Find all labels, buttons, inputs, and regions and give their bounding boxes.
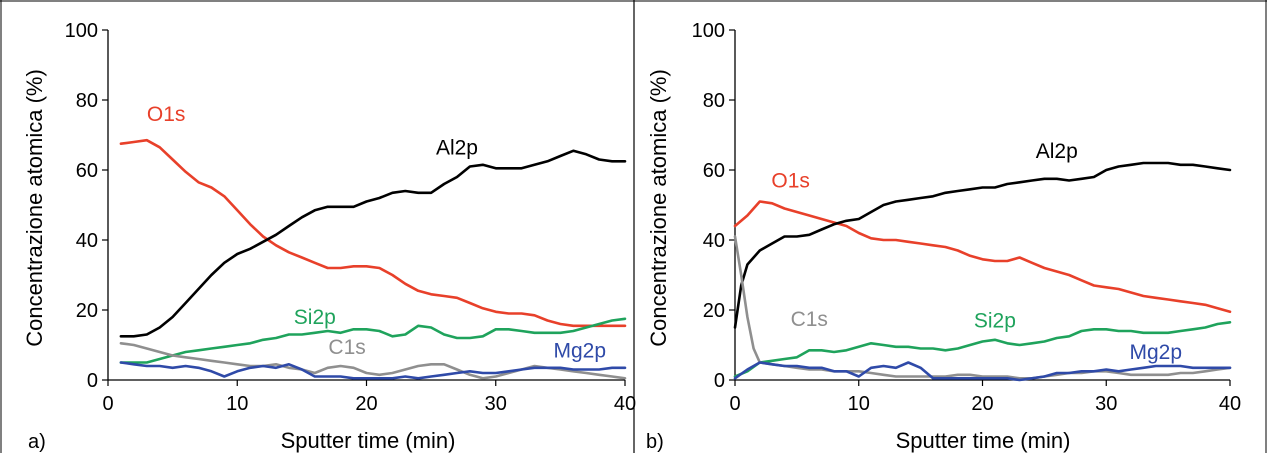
panel-b-xtick-label: 40 <box>1219 393 1241 415</box>
panel-b-label-al2p: Al2p <box>1036 140 1078 163</box>
panel-b-label-c1s: C1s <box>791 308 828 331</box>
panel-a-xtick-label: 10 <box>226 393 248 415</box>
panel-b-series-al2p <box>733 161 1232 329</box>
panel-b-ytick-label: 80 <box>703 90 725 112</box>
panel-b-label-o1s: O1s <box>771 170 810 193</box>
panel-a-label-al2p: Al2p <box>436 136 478 159</box>
panel-b-series-si2p <box>733 320 1232 378</box>
panel-b-series-mg2p <box>733 361 1232 382</box>
panel-b-ytick-label: 0 <box>714 370 725 392</box>
chart-panel-b: Concentrazione atomica (%) Sputter time … <box>646 20 1241 453</box>
panel-a-ylabel: Concentrazione atomica (%) <box>22 69 47 347</box>
panel-a-plot: 0 20 40 60 80 100 0 10 20 30 40 O1s Al2p Si2p C1s Mg2p <box>65 20 637 415</box>
panel-a-label-c1s: C1s <box>328 336 365 359</box>
panel-a-label: a) <box>28 431 46 453</box>
panel-a-xtick-label: 30 <box>485 393 507 415</box>
panel-a-label-mg2p: Mg2p <box>553 339 606 362</box>
panel-a-series-si2p <box>119 317 627 364</box>
panel-b-ytick-label: 100 <box>692 20 725 42</box>
panel-b-label-si2p: Si2p <box>974 310 1016 333</box>
panel-a-ytick-label: 60 <box>76 160 98 182</box>
panel-a-ytick-label: 0 <box>87 370 98 392</box>
panel-a-ytick-label: 40 <box>76 230 98 252</box>
panel-b-xtick-label: 0 <box>729 393 740 415</box>
panel-a-series-mg2p <box>119 361 627 380</box>
panel-b-label-mg2p: Mg2p <box>1129 341 1182 364</box>
panel-a-ytick-label: 80 <box>76 90 98 112</box>
panel-a-xtick-label: 20 <box>355 393 377 415</box>
chart-panel-a: Concentrazione atomica (%) Sputter time … <box>22 20 636 453</box>
panel-b-ytick-label: 20 <box>703 300 725 322</box>
panel-a-xlabel: Sputter time (min) <box>281 428 456 453</box>
panel-b-plot: 0 20 40 60 80 100 0 10 20 30 40 O1s Al2p Si2p C1s Mg2p <box>692 20 1242 415</box>
panel-a-label-si2p: Si2p <box>294 306 336 329</box>
panel-b-xtick-label: 20 <box>971 393 993 415</box>
panel-a-label-o1s: O1s <box>147 103 186 126</box>
panel-a-series-o1s <box>119 138 627 328</box>
panel-b-xtick-label: 30 <box>1095 393 1117 415</box>
panel-b-ytick-label: 40 <box>703 230 725 252</box>
panel-b-xlabel: Sputter time (min) <box>896 428 1071 453</box>
panel-b-ytick-label: 60 <box>703 160 725 182</box>
panel-a-ytick-label: 20 <box>76 300 98 322</box>
panel-b-series-o1s <box>733 200 1232 314</box>
panel-a-xtick-label: 40 <box>614 393 636 415</box>
panel-b-series-c1s <box>733 235 1232 380</box>
panel-b-ylabel: Concentrazione atomica (%) <box>646 69 671 347</box>
panel-b-xtick-label: 10 <box>848 393 870 415</box>
panel-a-series-c1s <box>119 341 627 380</box>
panel-b-label: b) <box>646 431 664 453</box>
panel-a-xtick-label: 0 <box>102 393 113 415</box>
panel-a-series-al2p <box>119 149 627 338</box>
panel-a-ytick-label: 100 <box>65 20 98 42</box>
